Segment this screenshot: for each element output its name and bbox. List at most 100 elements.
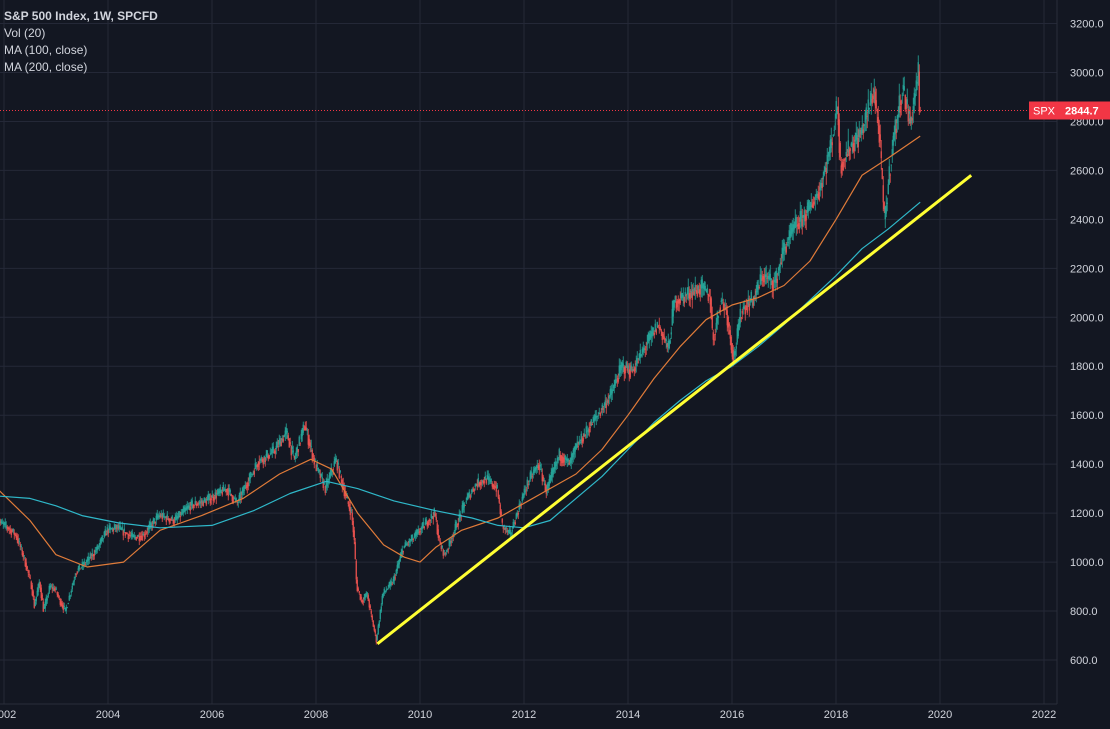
candle-body <box>886 202 888 204</box>
candle-body <box>203 497 205 502</box>
y-tick-label: 2200.0 <box>1070 263 1104 275</box>
candle-body <box>751 299 753 301</box>
candle-body <box>419 531 421 533</box>
candle-body <box>470 493 472 494</box>
candle-body <box>562 457 564 463</box>
candle-body <box>880 151 882 159</box>
candle-body <box>298 436 300 446</box>
candle-body <box>640 354 642 356</box>
candle-body <box>844 157 846 161</box>
candle-body <box>671 309 673 326</box>
candle-body <box>909 118 911 124</box>
candle-body <box>446 550 448 552</box>
candle-body <box>568 462 570 465</box>
candle-body <box>330 467 332 475</box>
candle-body <box>10 529 12 535</box>
candle-body <box>253 470 255 475</box>
candle-body <box>206 498 208 501</box>
candle-body <box>265 454 267 458</box>
candle-body <box>543 479 545 481</box>
candle-body <box>202 501 204 507</box>
candle-body <box>753 295 755 299</box>
candle-body <box>414 532 416 538</box>
candle-body <box>132 534 134 538</box>
candle-body <box>806 206 808 214</box>
candle-body <box>136 536 138 538</box>
candle-body <box>454 523 456 531</box>
candle-body <box>259 459 261 461</box>
candle-body <box>696 290 698 297</box>
candle-body <box>204 499 206 502</box>
candle-body <box>160 514 162 516</box>
last-price-badge: SPX 2844.7 <box>0 101 1110 120</box>
ma-100-line <box>0 135 921 568</box>
candle-body <box>295 451 297 456</box>
candle-body <box>61 603 63 607</box>
candle-body <box>184 508 186 512</box>
candle-body <box>539 464 541 467</box>
candle-body <box>820 182 822 187</box>
candle-body <box>226 488 228 491</box>
candle-body <box>50 585 52 587</box>
candle-body <box>576 441 578 448</box>
candle-body <box>433 508 435 515</box>
candle-body <box>461 505 463 513</box>
candle-body <box>319 474 321 479</box>
candle-body <box>431 516 433 518</box>
candle-body <box>142 533 144 536</box>
candle-body <box>348 504 350 509</box>
candle-body <box>905 99 907 110</box>
candle-body <box>532 471 534 475</box>
candle-body <box>616 380 618 382</box>
candle-body <box>868 107 870 110</box>
candle-body <box>279 438 281 444</box>
candle-body <box>57 594 59 597</box>
candle-body <box>599 412 601 416</box>
candle-body <box>819 186 821 191</box>
candle-body <box>796 225 798 227</box>
candle-body <box>482 480 484 483</box>
candle-body <box>490 479 492 483</box>
candle-body <box>463 503 465 508</box>
candle-body <box>467 493 469 499</box>
candle-body <box>557 457 559 461</box>
candle-body <box>153 518 155 523</box>
candle-body <box>267 455 269 460</box>
candle-body <box>90 557 92 559</box>
candle-body <box>714 334 716 335</box>
candle-body <box>535 466 537 470</box>
candle-body <box>530 471 532 478</box>
candle-body <box>382 592 384 597</box>
candle-body <box>605 403 607 409</box>
candle-body <box>224 488 226 491</box>
candle-body <box>657 326 659 328</box>
candle-body <box>78 564 80 570</box>
grid <box>0 0 1057 704</box>
candle-body <box>258 461 260 465</box>
candle-body <box>138 536 140 541</box>
candle-body <box>781 247 783 259</box>
candle-body <box>366 592 368 595</box>
candle-body <box>255 465 257 467</box>
candle-body <box>0 520 2 523</box>
candle-body <box>130 535 132 537</box>
candle-body <box>88 559 90 560</box>
candle-body <box>363 597 365 600</box>
candle-body <box>134 536 136 538</box>
candle-body <box>322 481 324 488</box>
candle-body <box>797 224 799 226</box>
candle-body <box>556 458 558 464</box>
candle-body <box>227 489 229 497</box>
candle-body <box>260 457 262 461</box>
candle-body <box>425 519 427 525</box>
candle-body <box>266 450 268 457</box>
candle-body <box>32 591 34 598</box>
candle-body <box>747 298 749 305</box>
candle-body <box>357 588 359 591</box>
candle-body <box>469 495 471 499</box>
candle-body <box>895 128 897 134</box>
candle-body <box>506 530 508 532</box>
candle-body <box>559 454 561 461</box>
